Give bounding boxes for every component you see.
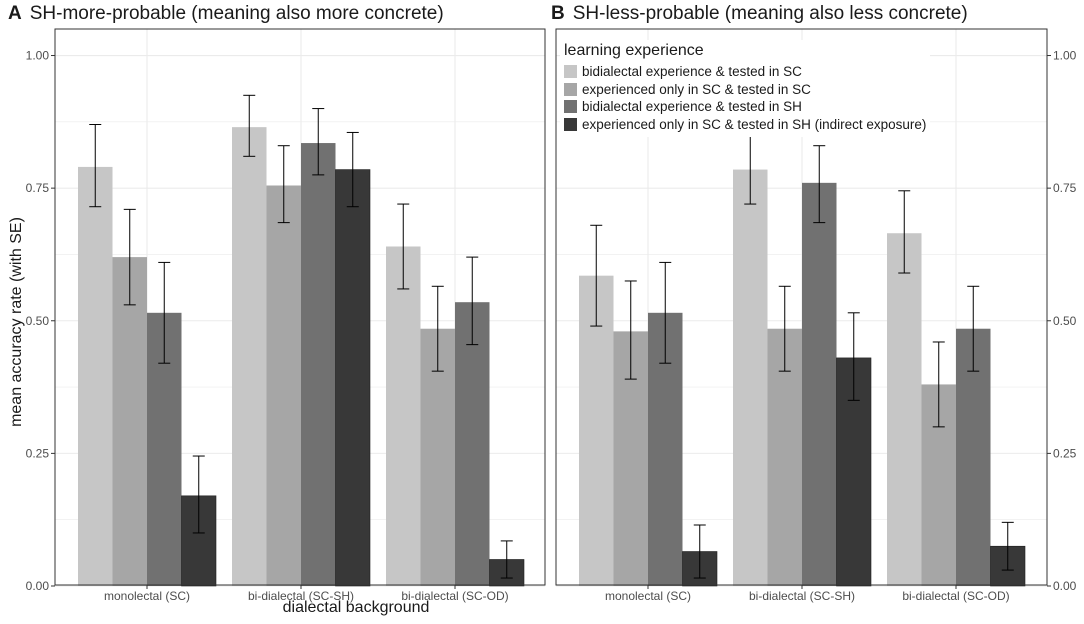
legend-key <box>564 82 577 96</box>
error-bar <box>346 131 359 208</box>
bar <box>887 233 922 586</box>
legend-label: bidialectal experience & tested in SH <box>582 99 802 115</box>
x-axis-title: dialectal background <box>282 599 430 616</box>
error-bar <box>967 285 980 372</box>
y-tick-label: 0.00 <box>1053 579 1077 593</box>
x-tick-label: bi-dialectal (SC-OD) <box>401 589 508 603</box>
error-bar <box>659 261 672 364</box>
panel-a: 0.00 0.25 0.50 0.75 1.00 monolectal (SC) bi-di… <box>26 28 546 603</box>
error-bar <box>1001 521 1014 571</box>
panel-b-title: B SH-less-probable (meaning also less con… <box>551 3 968 25</box>
x-tick-label: bi-dialectal (SC-SH) <box>248 589 354 603</box>
panel-b-label: B <box>551 3 565 24</box>
error-bar <box>466 256 479 346</box>
error-bar <box>778 285 791 372</box>
error-bar <box>89 123 102 208</box>
bar <box>802 182 837 587</box>
legend-key <box>564 117 577 131</box>
y-tick-label: 0.50 <box>26 314 50 328</box>
legend-item: experienced only in SC & tested in SH (i… <box>564 116 926 134</box>
error-bar <box>932 341 945 428</box>
bar <box>733 169 768 587</box>
legend: learning experience bidialectal experien… <box>560 40 931 137</box>
y-tick-label: 0.00 <box>26 579 50 593</box>
error-bar <box>624 280 637 380</box>
bar <box>266 185 301 586</box>
error-bar <box>813 145 826 224</box>
y-tick-label: 1.00 <box>1053 49 1077 63</box>
bar <box>386 246 421 586</box>
x-tick-label: monolectal (SC) <box>605 589 691 603</box>
legend-label: experienced only in SC & tested in SC <box>582 81 811 97</box>
panel-a-label: A <box>8 3 22 24</box>
error-bar <box>847 312 860 401</box>
bar <box>455 302 490 586</box>
error-bar <box>158 261 171 364</box>
error-bar <box>312 108 325 176</box>
y-tick-label: 0.25 <box>26 446 50 460</box>
panel-a-title: A SH-more-probable (meaning also more con… <box>8 3 444 25</box>
bar <box>335 169 371 587</box>
bar <box>301 143 336 587</box>
error-bar <box>898 190 911 274</box>
legend-item: bidialectal experience & tested in SH <box>564 98 926 116</box>
y-tick-label: 0.75 <box>1053 181 1077 195</box>
y-tick-label: 1.00 <box>26 49 50 63</box>
error-bar <box>277 145 290 224</box>
legend-key <box>564 65 577 79</box>
y-tick-label: 0.25 <box>1053 446 1077 460</box>
y-tick-label: 0.75 <box>26 181 50 195</box>
error-bar <box>243 94 256 157</box>
legend-label: bidialectal experience & tested in SC <box>582 64 802 80</box>
panel-b-title-text: SH-less-probable (meaning also less conc… <box>572 3 968 24</box>
legend-item: experienced only in SC & tested in SC <box>564 81 926 99</box>
error-bar <box>693 524 706 579</box>
bar <box>181 495 217 587</box>
legend-label: experienced only in SC & tested in SH (i… <box>582 116 927 132</box>
legend-title: learning experience <box>564 42 704 59</box>
x-tick-label: monolectal (SC) <box>104 589 190 603</box>
error-bar <box>500 540 513 579</box>
bar <box>112 257 147 586</box>
y-tick-label: 0.50 <box>1053 314 1077 328</box>
error-bar <box>123 208 136 306</box>
x-tick-label: bi-dialectal (SC-SH) <box>749 589 855 603</box>
y-axis-title: mean accuracy rate (with SE) <box>8 217 25 427</box>
bar <box>78 166 113 586</box>
error-bar <box>431 285 444 372</box>
panel-a-title-text: SH-more-probable (meaning also more conc… <box>29 3 444 24</box>
legend-item: bidialectal experience & tested in SC <box>564 63 926 81</box>
bar <box>232 127 267 586</box>
x-tick-label: bi-dialectal (SC-OD) <box>902 589 1009 603</box>
bar <box>579 275 614 586</box>
error-bar <box>590 224 603 327</box>
error-bar <box>192 455 205 534</box>
legend-key <box>564 100 577 114</box>
error-bar <box>397 203 410 290</box>
panel-border <box>54 28 546 586</box>
